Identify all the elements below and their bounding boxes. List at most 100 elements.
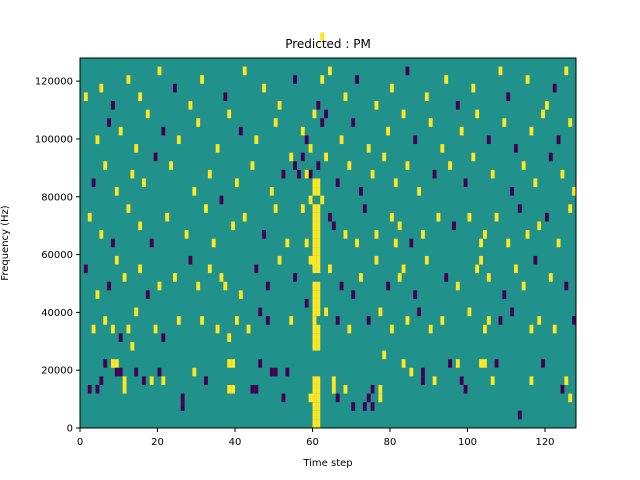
x-axis-label: Time step xyxy=(302,458,352,469)
heatmap-cell xyxy=(463,178,468,188)
heatmap-cell xyxy=(316,101,321,110)
heatmap-cell xyxy=(289,316,294,325)
heatmap-cell xyxy=(312,402,317,411)
heatmap-cell xyxy=(471,83,476,93)
heatmap-cell xyxy=(258,307,263,317)
heatmap-cell xyxy=(316,419,321,428)
heatmap-cell xyxy=(273,204,278,213)
heatmap-cell xyxy=(238,290,243,299)
heatmap-cell xyxy=(424,92,429,102)
heatmap-cell xyxy=(405,161,410,170)
heatmap-cell xyxy=(312,316,317,325)
heatmap-cell xyxy=(401,109,406,119)
heatmap-cell xyxy=(114,187,119,196)
heatmap-cell xyxy=(227,109,232,119)
heatmap-cell xyxy=(483,324,487,334)
y-tick-label: 120000 xyxy=(35,77,73,88)
y-tick-label: 60000 xyxy=(41,250,73,261)
heatmap-cell xyxy=(486,135,491,145)
heatmap-cell xyxy=(126,75,131,84)
heatmap-cell xyxy=(99,230,104,239)
heatmap-cell xyxy=(176,316,181,325)
heatmap-cell xyxy=(312,298,317,308)
heatmap-cell xyxy=(204,376,208,385)
heatmap-cell xyxy=(405,316,410,325)
heatmap-cell xyxy=(269,367,274,377)
heatmap-cell xyxy=(126,324,131,334)
heatmap-cell xyxy=(207,264,212,274)
heatmap-cell xyxy=(215,324,220,334)
heatmap-cell xyxy=(312,384,317,394)
heatmap-cell xyxy=(401,264,406,274)
heatmap-cell xyxy=(506,92,511,102)
heatmap-cell xyxy=(382,350,387,360)
heatmap-cell xyxy=(316,238,321,248)
heatmap-cell xyxy=(153,324,158,334)
heatmap-cell xyxy=(498,66,503,76)
heatmap-cell xyxy=(300,152,305,162)
heatmap-cell xyxy=(277,255,282,265)
heatmap-cell xyxy=(560,384,565,394)
heatmap-cell xyxy=(219,273,224,282)
heatmap-cell xyxy=(316,290,321,299)
heatmap-cell xyxy=(219,195,224,205)
heatmap-cell xyxy=(207,169,212,179)
heatmap-cell xyxy=(269,187,274,196)
heatmap-cell xyxy=(312,109,317,119)
heatmap-cell xyxy=(331,221,336,231)
heatmap-cell xyxy=(107,281,112,291)
heatmap-cell xyxy=(293,161,298,170)
heatmap-cell xyxy=(266,281,270,291)
heatmap-cell xyxy=(192,367,197,377)
heatmap-cell xyxy=(161,126,166,136)
heatmap-cell xyxy=(312,307,317,317)
heatmap-cell xyxy=(533,255,538,265)
heatmap-cell xyxy=(324,307,329,317)
heatmap-cell xyxy=(386,281,391,291)
heatmap-cell xyxy=(223,92,228,102)
heatmap-cell xyxy=(556,238,561,248)
heatmap-cell xyxy=(455,281,460,291)
x-tick-label: 100 xyxy=(458,437,477,448)
heatmap-cell xyxy=(471,152,476,162)
y-tick-label: 20000 xyxy=(41,366,73,377)
heatmap-cells xyxy=(83,32,577,428)
heatmap-cell xyxy=(572,316,577,325)
heatmap-cell xyxy=(316,230,321,239)
heatmap-cell xyxy=(359,187,363,196)
heatmap-cell xyxy=(134,144,139,153)
heatmap-cell xyxy=(161,376,166,385)
heatmap-cell xyxy=(556,135,561,145)
heatmap-cell xyxy=(246,324,251,334)
heatmap-cell xyxy=(401,359,406,368)
heatmap-cell xyxy=(250,384,255,394)
heatmap-cell xyxy=(196,118,201,127)
x-tick-label: 40 xyxy=(229,437,242,448)
heatmap-cell xyxy=(514,144,518,153)
heatmap-cell xyxy=(510,307,515,317)
heatmap-cell xyxy=(386,126,391,136)
heatmap-cell xyxy=(316,161,321,170)
heatmap-cell xyxy=(510,187,515,196)
heatmap-cell xyxy=(366,393,371,403)
heatmap-cell xyxy=(486,316,491,325)
x-tick-label: 80 xyxy=(384,437,397,448)
y-axis-label: Frequency (Hz) xyxy=(0,205,11,281)
heatmap-cell xyxy=(95,384,100,394)
heatmap-cell xyxy=(359,273,363,282)
heatmap-cell xyxy=(421,230,425,239)
heatmap-cell xyxy=(568,118,573,127)
heatmap-cell xyxy=(355,75,360,84)
heatmap-cell xyxy=(343,92,348,102)
heatmap-cell xyxy=(316,384,321,394)
heatmap-cell xyxy=(231,221,236,231)
heatmap-cell xyxy=(552,324,557,334)
heatmap-cell xyxy=(157,281,162,291)
heatmap-cell xyxy=(529,324,534,334)
heatmap-cell xyxy=(479,238,484,248)
heatmap-cell xyxy=(335,393,340,403)
heatmap-cell xyxy=(293,75,298,84)
heatmap-cell xyxy=(331,376,336,385)
heatmap-cell xyxy=(316,247,321,256)
heatmap-cell xyxy=(157,66,162,76)
